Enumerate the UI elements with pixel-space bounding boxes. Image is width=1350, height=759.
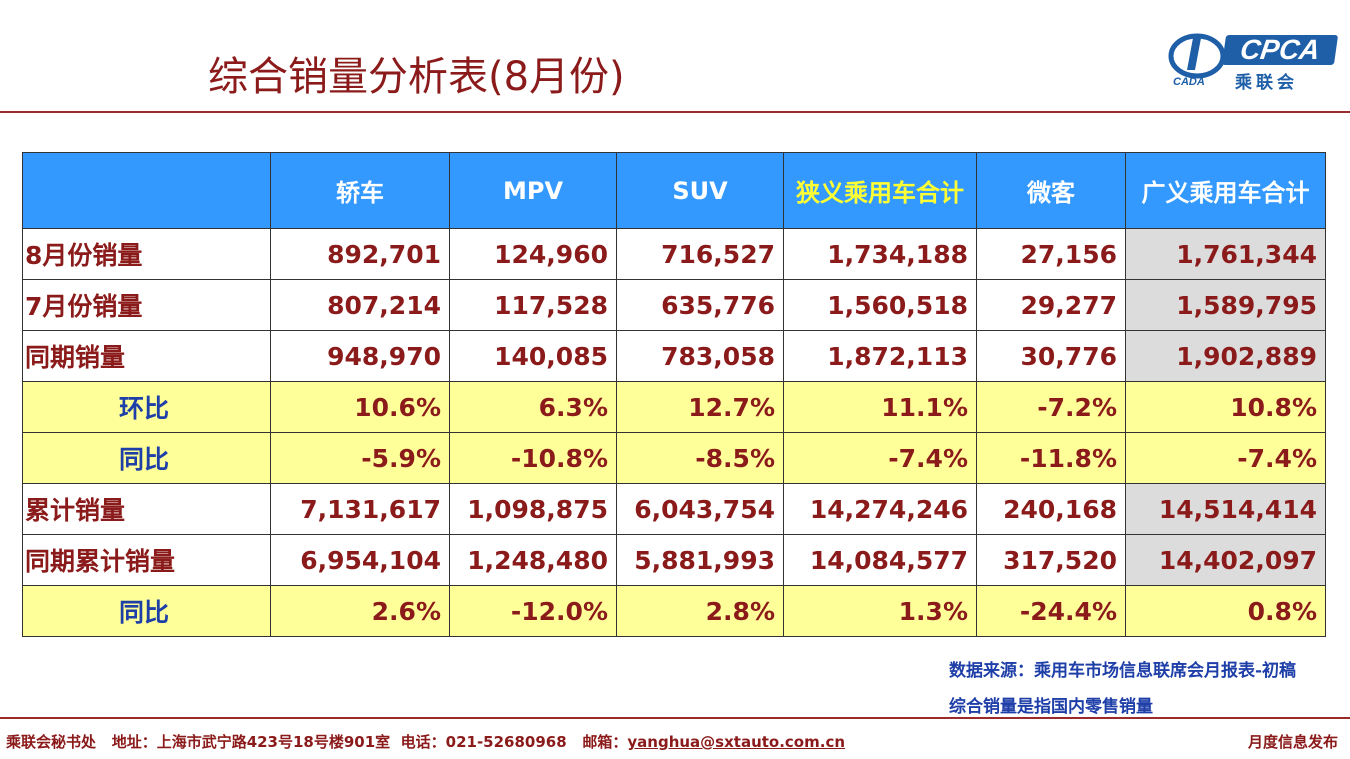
table-header-cell <box>22 152 271 229</box>
table-cell: 14,274,246 <box>783 483 977 535</box>
table-cell: 635,776 <box>616 279 784 331</box>
table-row: 同比 -5.9% -10.8% -8.5% -7.4% -11.8% -7.4% <box>22 432 1326 484</box>
table-cell: -24.4% <box>976 585 1126 637</box>
table-cell: 6.3% <box>449 381 617 433</box>
table-cell: 783,058 <box>616 330 784 382</box>
table-cell: 240,168 <box>976 483 1126 535</box>
source-note: 数据来源：乘用车市场信息联席会月报表-初稿 <box>949 661 1297 681</box>
definition-note: 综合销量是指国内零售销量 <box>949 697 1153 717</box>
table-cell: 14,514,414 <box>1125 483 1326 535</box>
footer-email-label: 邮箱： <box>582 733 628 751</box>
footer-address: 地址：上海市武宁路423号18号楼901室 <box>111 733 391 751</box>
row-label: 累计销量 <box>22 483 271 535</box>
logo-brand: CPCA <box>1221 34 1339 65</box>
table-cell: 1,560,518 <box>783 279 977 331</box>
table-cell: 1,872,113 <box>783 330 977 382</box>
table-header-row: 轿车 MPV SUV 狭义乘用车合计 微客 广义乘用车合计 <box>22 152 1326 229</box>
table-cell: 1.3% <box>783 585 977 637</box>
table-cell: 1,248,480 <box>449 534 617 586</box>
table-row: 7月份销量 807,214 117,528 635,776 1,560,518 … <box>22 279 1326 331</box>
table-cell: 2.8% <box>616 585 784 637</box>
bottom-divider <box>0 717 1350 719</box>
table-cell: -7.4% <box>1125 432 1326 484</box>
table-cell: 14,402,097 <box>1125 534 1326 586</box>
table-header-cell: 轿车 <box>270 152 450 229</box>
table-cell: 1,589,795 <box>1125 279 1326 331</box>
table-cell: 1,098,875 <box>449 483 617 535</box>
row-label: 同期累计销量 <box>22 534 271 586</box>
page-title: 综合销量分析表(8月份) <box>208 54 625 100</box>
row-label: 8月份销量 <box>22 228 271 280</box>
footer-org: 乘联会秘书处 <box>6 733 97 751</box>
table-cell: 807,214 <box>270 279 450 331</box>
table-cell: 0.8% <box>1125 585 1326 637</box>
table-row: 同期累计销量 6,954,104 1,248,480 5,881,993 14,… <box>22 534 1326 586</box>
sales-table: 轿车 MPV SUV 狭义乘用车合计 微客 广义乘用车合计 8月份销量 892,… <box>22 152 1326 637</box>
table-cell: 892,701 <box>270 228 450 280</box>
footer-email-link[interactable]: yanghua@sxtauto.com.cn <box>627 733 846 751</box>
row-label: 7月份销量 <box>22 279 271 331</box>
table-cell: 14,084,577 <box>783 534 977 586</box>
table-cell: -12.0% <box>449 585 617 637</box>
table-cell: -10.8% <box>449 432 617 484</box>
table-cell: -8.5% <box>616 432 784 484</box>
table-cell: 29,277 <box>976 279 1126 331</box>
table-cell: -7.2% <box>976 381 1126 433</box>
cpca-logo: CADA CPCA 乘联会 <box>1163 30 1343 93</box>
table-cell: 5,881,993 <box>616 534 784 586</box>
table-header-cell: 狭义乘用车合计 <box>783 152 977 229</box>
footer-phone: 电话：021-52680968 <box>400 733 567 751</box>
table-row: 同期销量 948,970 140,085 783,058 1,872,113 3… <box>22 330 1326 382</box>
table-header-cell: MPV <box>449 152 617 229</box>
table-cell: 317,520 <box>976 534 1126 586</box>
table-cell: 2.6% <box>270 585 450 637</box>
table-cell: 140,085 <box>449 330 617 382</box>
table-cell: 124,960 <box>449 228 617 280</box>
row-label: 同期销量 <box>22 330 271 382</box>
table-header-cell: 广义乘用车合计 <box>1125 152 1326 229</box>
table-cell: 1,902,889 <box>1125 330 1326 382</box>
table-cell: 27,156 <box>976 228 1126 280</box>
table-cell: 1,761,344 <box>1125 228 1326 280</box>
footer-release-label: 月度信息发布 <box>1247 733 1338 751</box>
footer-info: 乘联会秘书处 地址：上海市武宁路423号18号楼901室 电话：021-5268… <box>6 731 845 752</box>
table-header-cell: 微客 <box>976 152 1126 229</box>
table-cell: 117,528 <box>449 279 617 331</box>
logo-small-text: CADA <box>1173 76 1205 88</box>
table-row: 8月份销量 892,701 124,960 716,527 1,734,188 … <box>22 228 1326 280</box>
table-cell: -7.4% <box>783 432 977 484</box>
table-cell: -11.8% <box>976 432 1126 484</box>
table-row: 同比 2.6% -12.0% 2.8% 1.3% -24.4% 0.8% <box>22 585 1326 637</box>
table-cell: -5.9% <box>270 432 450 484</box>
table-cell: 6,954,104 <box>270 534 450 586</box>
table-row: 累计销量 7,131,617 1,098,875 6,043,754 14,27… <box>22 483 1326 535</box>
table-cell: 7,131,617 <box>270 483 450 535</box>
row-label: 环比 <box>22 381 271 433</box>
logo-name: 乘联会 <box>1235 73 1298 93</box>
top-divider <box>0 111 1350 113</box>
logo-emblem-icon: CADA <box>1168 33 1226 88</box>
table-header-cell: SUV <box>616 152 784 229</box>
table-cell: 6,043,754 <box>616 483 784 535</box>
row-label: 同比 <box>22 585 271 637</box>
table-row: 环比 10.6% 6.3% 12.7% 11.1% -7.2% 10.8% <box>22 381 1326 433</box>
table-cell: 30,776 <box>976 330 1126 382</box>
table-cell: 11.1% <box>783 381 977 433</box>
table-cell: 10.8% <box>1125 381 1326 433</box>
table-cell: 948,970 <box>270 330 450 382</box>
row-label: 同比 <box>22 432 271 484</box>
table-cell: 1,734,188 <box>783 228 977 280</box>
table-cell: 12.7% <box>616 381 784 433</box>
table-cell: 716,527 <box>616 228 784 280</box>
table-cell: 10.6% <box>270 381 450 433</box>
